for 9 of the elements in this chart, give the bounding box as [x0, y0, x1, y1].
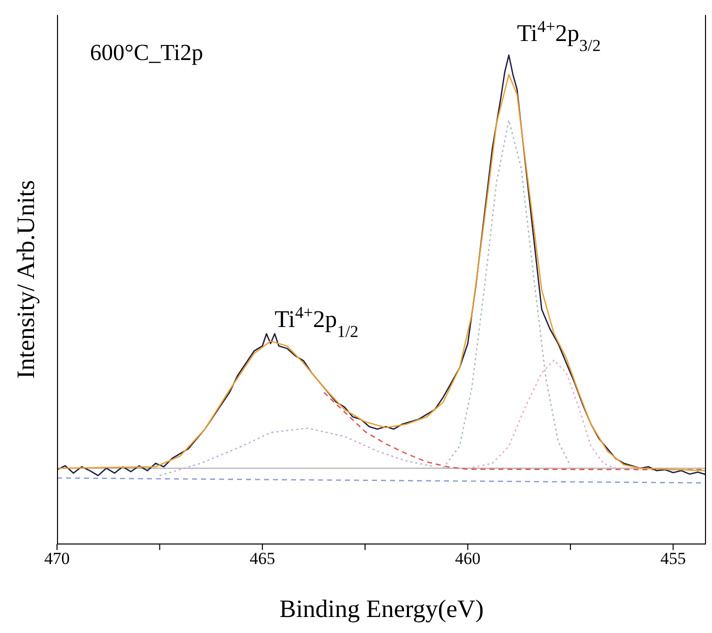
x-axis-title: Binding Energy(eV) [279, 596, 484, 623]
annotation: Ti$^{4+}$2p$_{3/2}$ [516, 16, 601, 55]
annotation: Ti$^{4+}$2p$_{1/2}$ [274, 302, 358, 341]
x-tick-label: 460 [455, 549, 481, 568]
x-tick-label: 465 [250, 549, 276, 568]
chart-title: 600°C_Ti2p [90, 40, 204, 65]
x-tick-label: 455 [660, 549, 686, 568]
x-tick-label: 470 [44, 549, 70, 568]
y-axis-title: Intensity/ Arb.Units [13, 180, 40, 379]
